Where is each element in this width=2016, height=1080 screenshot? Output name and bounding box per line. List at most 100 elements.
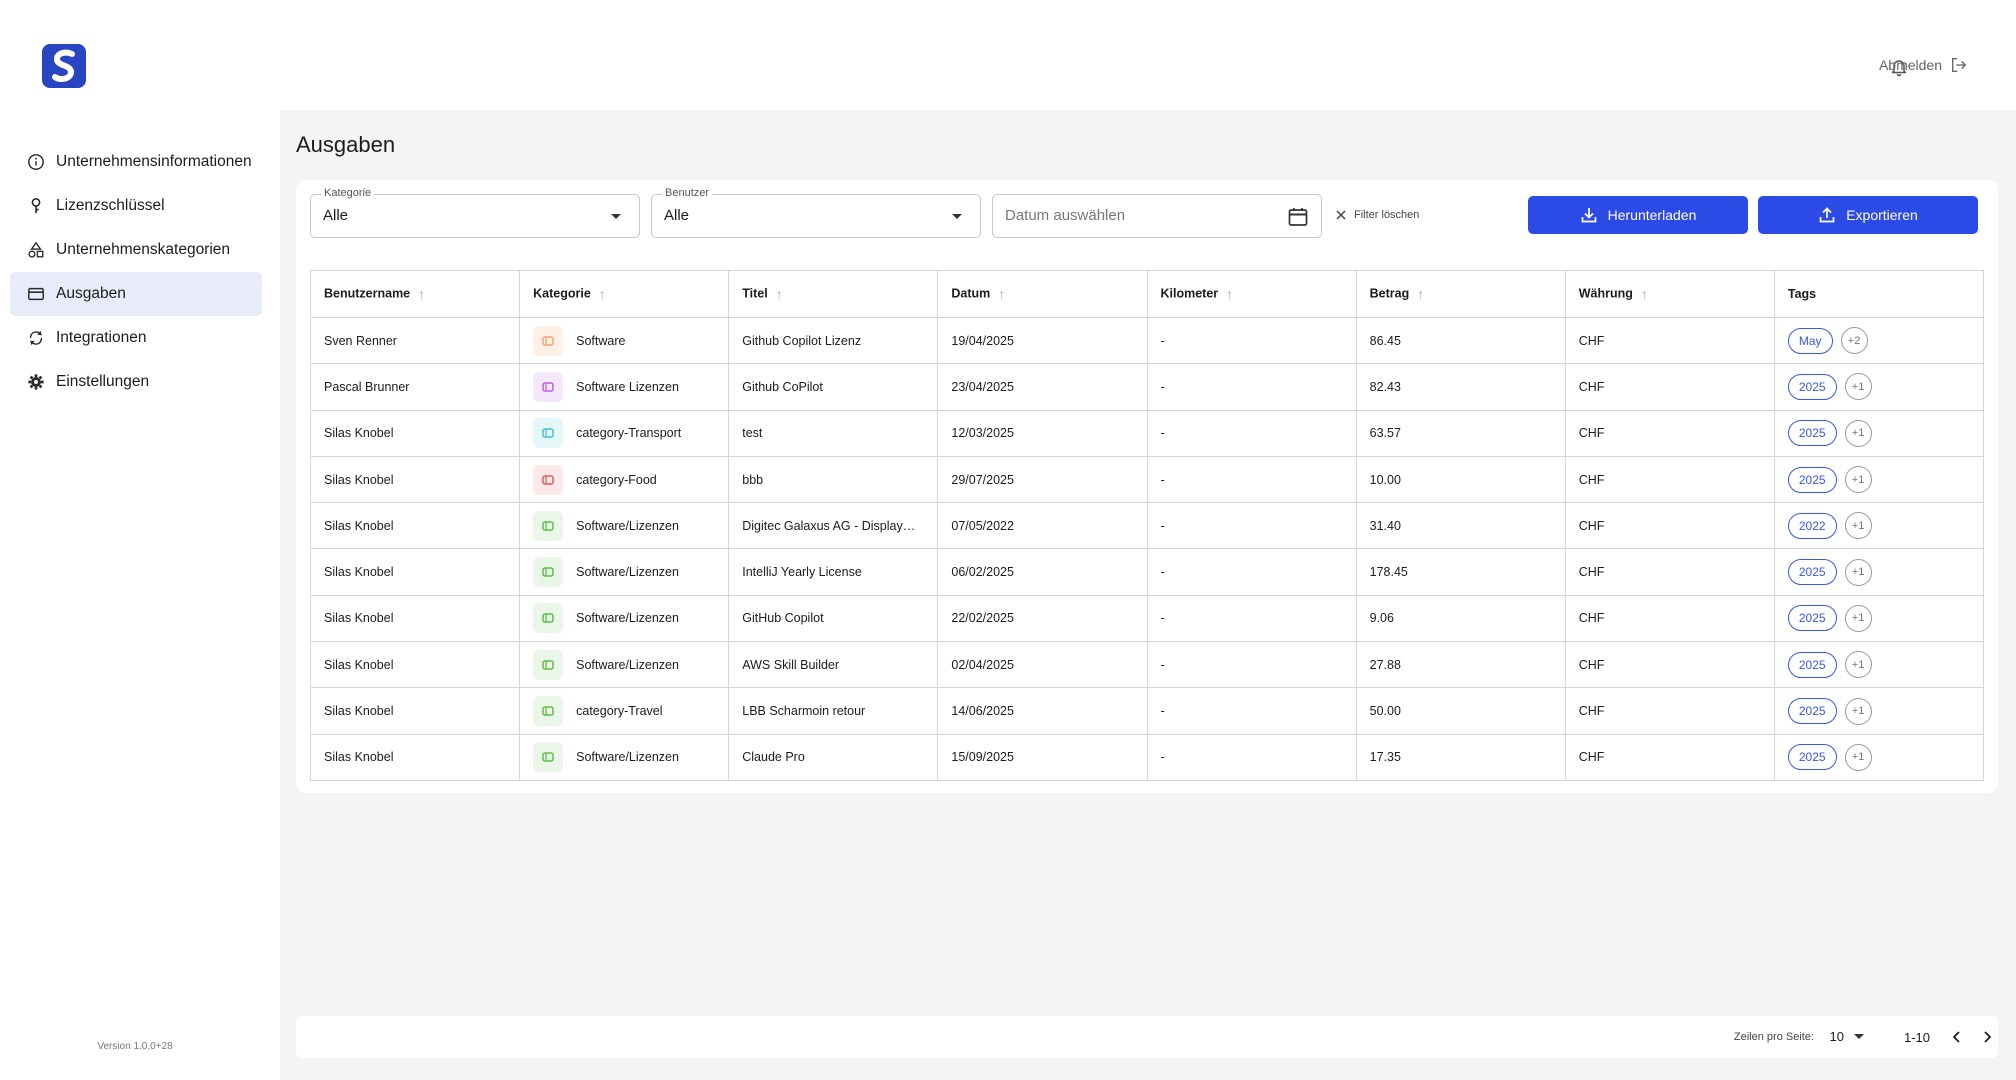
rows-per-page-select[interactable]: 10 [1830, 1029, 1864, 1044]
more-tags-badge[interactable]: +1 [1844, 512, 1872, 540]
tag-chip[interactable]: 2025 [1787, 605, 1837, 632]
user-select[interactable]: Benutzer Alle [651, 187, 981, 238]
sort-arrow-icon[interactable]: ↑ [775, 286, 783, 302]
table-row[interactable]: Silas Knobel category-Food bbb 29/07/2025-1… [309, 455, 1985, 504]
column-header-currency[interactable]: Währung ↑ [1564, 270, 1775, 318]
column-header-user[interactable]: Benutzername ↑ [309, 270, 521, 318]
cell-tags: 2025 +1 [1773, 548, 1985, 596]
date-picker-field[interactable]: Datum auswählen [992, 194, 1322, 238]
page-title: Ausgaben [296, 132, 396, 157]
cell-km: - [1146, 363, 1357, 411]
category-icon [533, 557, 564, 588]
close-icon [1336, 210, 1346, 220]
cell-category: Software Lizenzen [519, 363, 730, 411]
sidebar-item-unternehmenskategorien[interactable]: Unternehmenskategorien [10, 228, 262, 272]
table-row[interactable]: Sven Renner Software Github Copilot Lizenz… [309, 316, 1985, 365]
cell-amount: 27.88 [1355, 641, 1566, 689]
column-header-title[interactable]: Titel ↑ [728, 270, 939, 318]
table-header-row: Benutzername ↑ Kategorie ↑ Titel ↑ Datum ↑ K… [309, 270, 1985, 318]
cell-currency: CHF [1564, 548, 1775, 596]
sidebar-item-lizenzschluessel[interactable]: Lizenzschlüssel [10, 184, 262, 228]
sort-arrow-icon[interactable]: ↑ [1640, 286, 1648, 302]
category-select-legend: Kategorie [321, 187, 375, 199]
tag-chip[interactable]: 2025 [1787, 420, 1837, 447]
clear-filter-button[interactable]: Filter löschen [1334, 208, 1419, 222]
table-row[interactable]: Pascal Brunner Software Lizenzen Github Co… [309, 363, 1985, 411]
table-row[interactable]: Silas Knobel Software/Lizenzen Digitec Gal… [309, 502, 1985, 550]
logout-button[interactable]: Abmelden [1879, 56, 1968, 74]
more-tags-badge[interactable]: +1 [1844, 466, 1872, 494]
cell-category: Software/Lizenzen [519, 594, 730, 643]
table-row[interactable]: Silas Knobel Software/Lizenzen GitHub Copi… [309, 594, 1985, 643]
more-tags-badge[interactable]: +1 [1844, 743, 1872, 771]
sort-arrow-icon[interactable]: ↑ [998, 286, 1006, 302]
sort-arrow-icon[interactable]: ↑ [598, 286, 606, 302]
download-icon [1581, 208, 1596, 223]
app-logo[interactable] [42, 44, 86, 88]
cell-km: - [1146, 733, 1357, 781]
rows-per-page-value: 10 [1829, 1029, 1844, 1044]
tag-chip[interactable]: 2025 [1787, 559, 1837, 586]
cell-user: Silas Knobel [309, 687, 521, 735]
column-header-date[interactable]: Datum ↑ [937, 270, 1148, 318]
table-row[interactable]: Silas Knobel category-Transport test 12/03/… [309, 409, 1985, 457]
cell-tags: 2025 +1 [1773, 409, 1985, 457]
category-icon [533, 510, 564, 541]
category-label: Software/Lizenzen [576, 565, 679, 580]
tag-chip[interactable]: May [1787, 327, 1833, 354]
table-row[interactable]: Silas Knobel Software/Lizenzen IntelliJ Ye… [309, 548, 1985, 596]
category-label: Software [576, 333, 626, 348]
more-tags-badge[interactable]: +1 [1844, 651, 1872, 679]
tag-chip[interactable]: 2022 [1787, 512, 1837, 539]
tag-chip[interactable]: 2025 [1787, 466, 1837, 493]
bell-icon[interactable] [1889, 57, 1909, 77]
cell-tags: 2025 +1 [1773, 687, 1985, 735]
logout-icon [1952, 58, 1967, 72]
more-tags-badge[interactable]: +1 [1844, 604, 1872, 632]
more-tags-badge[interactable]: +1 [1844, 373, 1872, 401]
export-button[interactable]: Exportieren [1758, 196, 1978, 234]
sidebar-item-einstellungen[interactable]: Einstellungen [10, 360, 262, 404]
sort-arrow-icon[interactable]: ↑ [1226, 286, 1234, 302]
cell-user: Silas Knobel [309, 548, 521, 596]
calendar-icon[interactable] [1287, 206, 1309, 228]
category-icon [533, 418, 564, 449]
category-icon [533, 325, 564, 356]
download-label: Herunterladen [1607, 207, 1697, 223]
category-select[interactable]: Kategorie Alle [310, 187, 640, 238]
cell-title: bbb [728, 455, 939, 504]
sidebar-item-integrationen[interactable]: Integrationen [10, 316, 262, 360]
sidebar-item-label: Ausgaben [56, 285, 126, 302]
tag-chip[interactable]: 2025 [1787, 698, 1837, 725]
column-header-tags: Tags [1773, 270, 1985, 318]
cell-amount: 63.57 [1355, 409, 1566, 457]
more-tags-badge[interactable]: +1 [1844, 697, 1872, 725]
sort-arrow-icon[interactable]: ↑ [418, 286, 426, 302]
filter-bar: Kategorie Alle Benutzer Alle Datum auswä… [310, 187, 1998, 240]
sidebar-item-unternehmensinformationen[interactable]: Unternehmensinformationen [10, 140, 262, 184]
more-tags-badge[interactable]: +1 [1844, 419, 1872, 447]
main-content: Ausgaben Kategorie Alle Benutzer Alle Da… [280, 110, 2016, 1080]
sort-arrow-icon[interactable]: ↑ [1417, 286, 1425, 302]
sidebar-item-ausgaben[interactable]: Ausgaben [10, 272, 262, 316]
download-button[interactable]: Herunterladen [1528, 196, 1748, 234]
more-tags-badge[interactable]: +2 [1840, 327, 1868, 355]
table-row[interactable]: Silas Knobel Software/Lizenzen AWS Skill B… [309, 641, 1985, 689]
column-header-category[interactable]: Kategorie ↑ [519, 270, 730, 318]
clear-filter-label: Filter löschen [1354, 209, 1420, 221]
more-tags-badge[interactable]: +1 [1844, 558, 1872, 586]
chevron-left-icon[interactable] [1948, 1028, 1966, 1046]
column-header-amount[interactable]: Betrag ↑ [1355, 270, 1566, 318]
category-icon [533, 603, 564, 634]
cell-title: LBB Scharmoin retour [728, 687, 939, 735]
column-header-km[interactable]: Kilometer ↑ [1146, 270, 1357, 318]
chevron-right-icon[interactable] [1978, 1028, 1996, 1046]
tag-chip[interactable]: 2025 [1787, 651, 1837, 678]
tag-chip[interactable]: 2025 [1787, 744, 1837, 771]
cell-user: Silas Knobel [309, 409, 521, 457]
sidebar: Unternehmensinformationen Lizenzschlüsse… [0, 0, 280, 1080]
key-icon [26, 196, 46, 216]
table-row[interactable]: Silas Knobel category-Travel LBB Scharmoin… [309, 687, 1985, 735]
table-row[interactable]: Silas Knobel Software/Lizenzen Claude Pro 1… [309, 733, 1985, 781]
tag-chip[interactable]: 2025 [1787, 373, 1837, 400]
